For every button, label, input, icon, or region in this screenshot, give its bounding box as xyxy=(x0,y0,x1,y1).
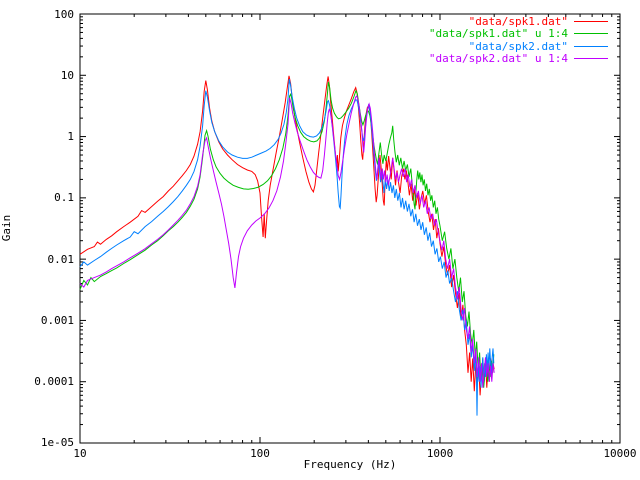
curve-series-3 xyxy=(79,95,495,388)
legend-label: "data/spk1.dat" u 1:4 xyxy=(428,27,568,41)
y-tick-label: 10 xyxy=(60,69,74,82)
curve-series-1 xyxy=(79,81,495,388)
x-tick-label: 100 xyxy=(250,447,270,460)
legend: "data/spk1.dat" "data/spk1.dat" u 1:4 "d… xyxy=(429,15,608,65)
legend-label: "data/spk2.dat" u 1:4 xyxy=(428,52,568,66)
x-tick-label: 10 xyxy=(73,447,87,460)
y-tick-label: 0.1 xyxy=(54,191,74,204)
y-tick-label: 1e-05 xyxy=(40,436,74,449)
x-tick-label: 1000 xyxy=(426,447,454,460)
y-tick-label: 0.001 xyxy=(40,314,74,327)
y-axis-title: Gain xyxy=(0,214,13,242)
legend-label: "data/spk1.dat" xyxy=(468,14,568,28)
legend-line-sample xyxy=(574,58,608,60)
legend-line-sample xyxy=(574,20,608,22)
legend-entry: "data/spk1.dat" u 1:4 xyxy=(428,27,608,41)
x-axis-title: Frequency (Hz) xyxy=(303,458,397,471)
legend-line-sample xyxy=(574,33,608,35)
plot-border xyxy=(79,13,621,444)
y-tick-label: 1 xyxy=(67,130,74,143)
y-tick-label: 100 xyxy=(54,8,74,21)
legend-line-sample xyxy=(574,45,608,47)
legend-entry: "data/spk2.dat" xyxy=(429,40,608,53)
y-tick-label: 0.0001 xyxy=(34,375,74,388)
legend-entry: "data/spk2.dat" u 1:4 xyxy=(428,52,608,66)
x-tick-label: 10000 xyxy=(603,447,637,460)
legend-entry: "data/spk1.dat" xyxy=(429,15,608,28)
axis-ticks xyxy=(79,13,621,444)
y-tick-label: 0.01 xyxy=(47,253,75,266)
legend-label: "data/spk2.dat" xyxy=(468,39,568,53)
